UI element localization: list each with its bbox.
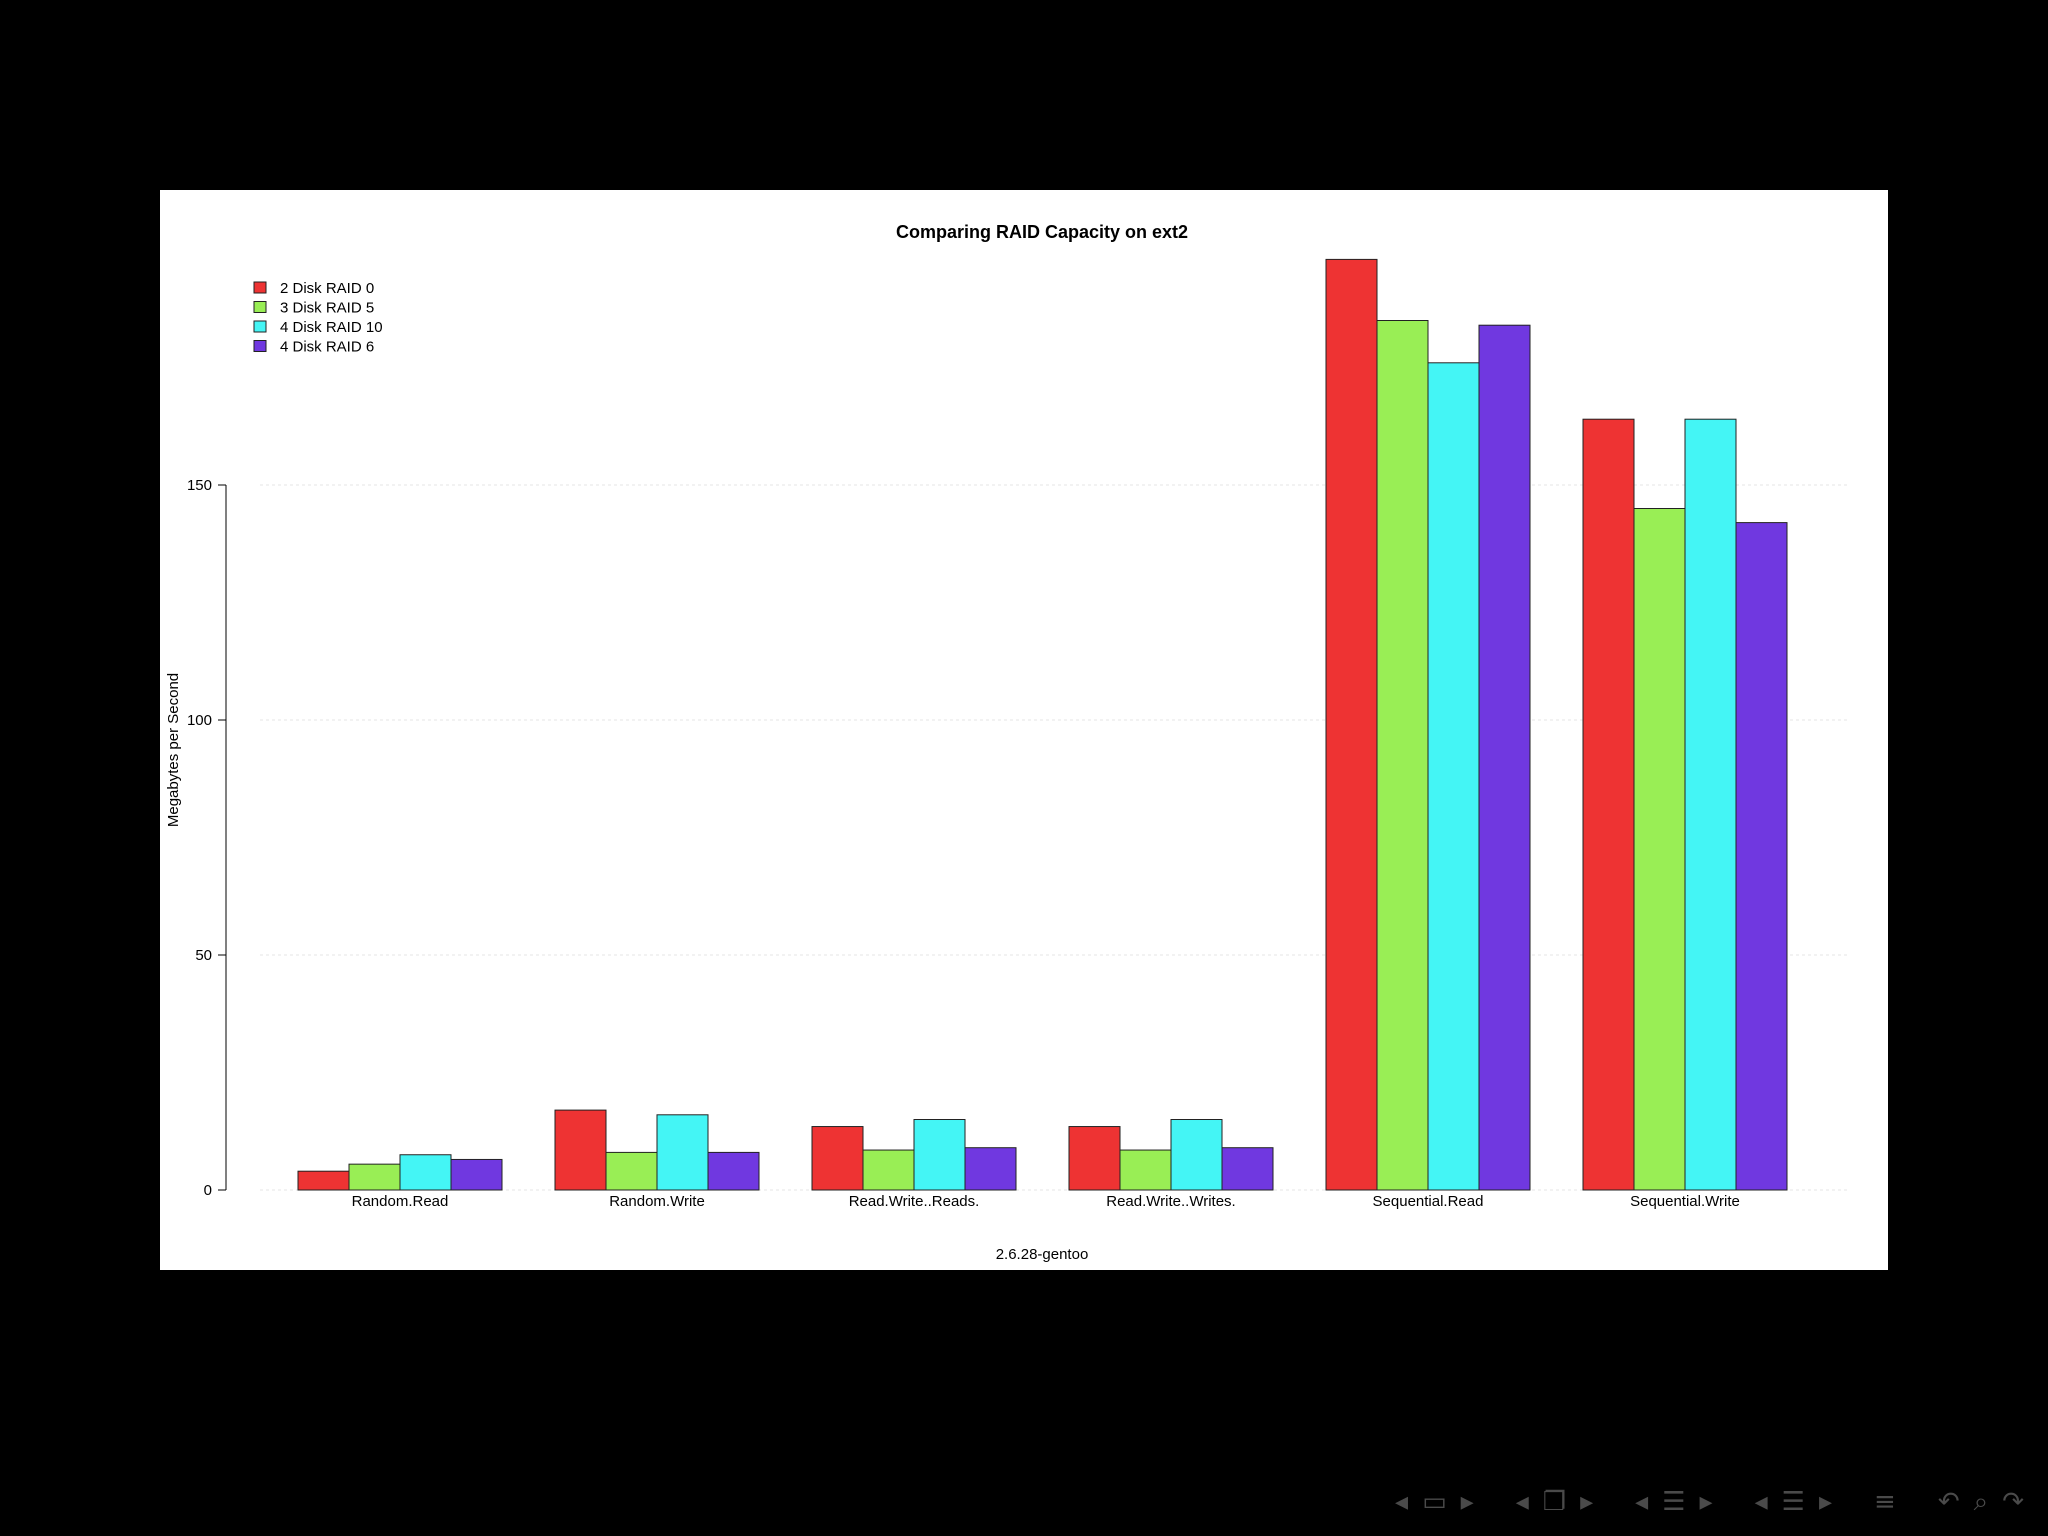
- frame-icon[interactable]: ▭: [1422, 1487, 1447, 1517]
- arrow-left-icon[interactable]: ◂: [1635, 1487, 1649, 1517]
- x-tick-label: Random.Write: [609, 1193, 705, 1210]
- subsection-icon[interactable]: ❐: [1542, 1487, 1567, 1517]
- legend-label: 2 Disk RAID 0: [280, 280, 374, 297]
- bar-4-4: [1221, 1147, 1274, 1191]
- bar-1-2: [554, 1109, 607, 1191]
- legend-label: 4 Disk RAID 6: [280, 339, 374, 356]
- legend: 2 Disk RAID 0 3 Disk RAID 5 4 Disk RAID 10…: [253, 280, 383, 356]
- back-icon[interactable]: ↶: [1937, 1487, 1960, 1517]
- bar-1-4: [1068, 1126, 1121, 1191]
- outline-icon[interactable]: ≡: [1874, 1487, 1896, 1517]
- bar-4-6: [1735, 522, 1788, 1191]
- bar-2-5: [1376, 320, 1429, 1191]
- y-axis: 0 50 100 150: [187, 477, 227, 1199]
- slide-navigation: ◂ ▭ ▸ ◂ ❐ ▸ ◂ ☰ ▸ ◂ ☰ ▸ ≡ ↶ ⌕ ↷: [1391, 1482, 2028, 1522]
- section-icon[interactable]: ☰: [1662, 1487, 1686, 1517]
- y-tick-label: 100: [187, 712, 212, 729]
- chart-title: Comparing RAID Capacity on ext2: [896, 222, 1188, 242]
- x-tick-labels: Random.Read Random.Write Read.Write..Reads…: [352, 1193, 1740, 1210]
- arrow-right-icon[interactable]: ▸: [1460, 1487, 1474, 1517]
- bar-2-1: [348, 1163, 401, 1191]
- arrow-left-icon[interactable]: ◂: [1515, 1487, 1529, 1517]
- arrow-right-icon[interactable]: ▸: [1699, 1487, 1713, 1517]
- bar-3-3: [913, 1119, 966, 1191]
- bar-3-1: [399, 1154, 452, 1191]
- x-tick-label: Sequential.Write: [1630, 1193, 1740, 1210]
- bar-3-2: [656, 1114, 709, 1191]
- arrow-right-icon[interactable]: ▸: [1580, 1487, 1594, 1517]
- bar-3-5: [1427, 362, 1480, 1191]
- legend-label: 4 Disk RAID 10: [280, 319, 383, 336]
- bars: [297, 258, 1788, 1191]
- bar-1-6: [1582, 418, 1635, 1191]
- y-axis-label: Megabytes per Second: [165, 673, 182, 827]
- bar-4-3: [964, 1147, 1017, 1191]
- bar-2-3: [862, 1149, 915, 1191]
- bar-2-2: [605, 1151, 658, 1191]
- y-tick-label: 50: [195, 947, 212, 964]
- grid: [260, 484, 1850, 1191]
- x-tick-label: Sequential.Read: [1373, 1193, 1484, 1210]
- legend-label: 3 Disk RAID 5: [280, 300, 374, 317]
- legend-swatch: [253, 301, 267, 313]
- bar-2-4: [1119, 1149, 1172, 1191]
- forward-icon[interactable]: ↷: [2002, 1487, 2024, 1517]
- bar-4-5: [1478, 324, 1531, 1191]
- search-icon[interactable]: ⌕: [1973, 1487, 1989, 1517]
- x-axis-label: 2.6.28-gentoo: [996, 1246, 1089, 1263]
- legend-swatch: [253, 320, 267, 333]
- legend-swatch: [253, 281, 267, 294]
- bar-1-3: [811, 1126, 864, 1191]
- arrow-right-icon[interactable]: ▸: [1818, 1487, 1833, 1517]
- slide: Comparing RAID Capacity on ext2 2.6.28-g…: [160, 190, 1888, 1270]
- y-tick-label: 0: [204, 1182, 212, 1199]
- x-tick-label: Read.Write..Reads.: [849, 1193, 980, 1210]
- bar-4-1: [450, 1158, 503, 1191]
- y-tick-label: 150: [187, 477, 212, 494]
- legend-swatch: [253, 340, 267, 352]
- arrow-left-icon[interactable]: ◂: [1754, 1487, 1768, 1517]
- bar-2-6: [1633, 508, 1686, 1191]
- bar-1-1: [297, 1170, 350, 1191]
- bar-3-4: [1170, 1119, 1223, 1191]
- bar-4-2: [707, 1151, 760, 1191]
- bar-3-6: [1684, 418, 1737, 1191]
- x-tick-label: Random.Read: [352, 1193, 449, 1210]
- arrow-left-icon[interactable]: ◂: [1395, 1487, 1409, 1517]
- bar-chart: Comparing RAID Capacity on ext2 2.6.28-g…: [165, 222, 1850, 1263]
- x-tick-label: Read.Write..Writes.: [1106, 1193, 1235, 1210]
- section-icon[interactable]: ☰: [1781, 1487, 1805, 1517]
- bar-1-5: [1325, 258, 1378, 1191]
